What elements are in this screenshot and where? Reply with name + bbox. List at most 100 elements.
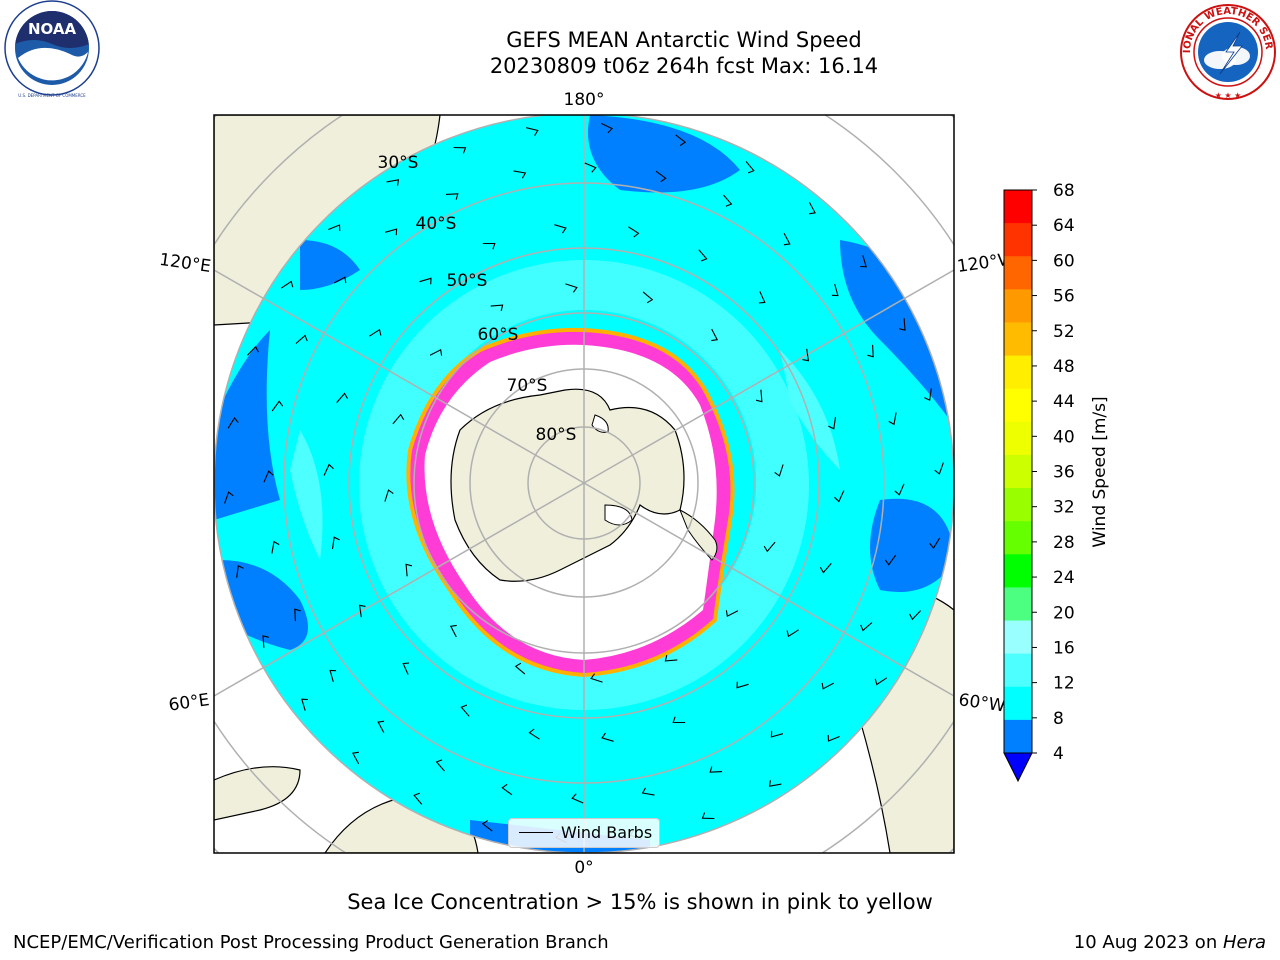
colorbar-tick-label: 12 <box>1053 674 1075 694</box>
colorbar-segment <box>1004 488 1032 522</box>
wind-barb <box>641 787 655 796</box>
colorbar-label: Wind Speed [m/s] <box>1090 396 1110 547</box>
wind-barb <box>384 228 398 236</box>
wind-barb <box>774 464 784 477</box>
wind-barb <box>672 716 686 724</box>
wind-barb <box>481 820 493 832</box>
svg-text:★ ★ ★: ★ ★ ★ <box>1215 91 1242 100</box>
colorbar-tick-label: 40 <box>1053 427 1075 447</box>
land-antarctica <box>450 388 685 582</box>
wind-region-low <box>214 330 280 520</box>
wind-barb <box>860 255 867 268</box>
footer-date: 10 Aug 2023 on Hera <box>1074 932 1266 953</box>
wind-barb <box>934 462 944 475</box>
wind-barb <box>834 490 845 503</box>
wind-barb <box>736 681 749 689</box>
lat-label-50s: 50°S <box>447 271 488 291</box>
wind-barb <box>445 193 459 200</box>
wind-barb <box>323 463 334 476</box>
wind-barb <box>514 662 526 675</box>
caption: Sea Ice Concentration > 15% is shown in … <box>347 890 933 914</box>
wind-barb <box>867 344 874 358</box>
colorbar-tick-label: 4 <box>1053 744 1064 764</box>
colorbar-tick-label: 56 <box>1053 287 1075 307</box>
wind-barb <box>584 162 597 173</box>
colorbar-segment <box>1004 454 1032 489</box>
wind-barb <box>384 489 394 502</box>
svg-text:U.S. DEPARTMENT OF COMMERCE: U.S. DEPARTMENT OF COMMERCE <box>18 93 86 98</box>
colorbar-segment <box>1004 289 1032 323</box>
wind-barb <box>554 224 567 234</box>
wind-barb <box>402 662 410 675</box>
wind-barb <box>664 654 678 662</box>
wind-barb <box>827 734 840 742</box>
wind-barb <box>246 345 259 356</box>
colorbar-segment <box>1004 322 1032 357</box>
wind-barb <box>874 677 888 686</box>
footer-credit: NCEP/EMC/Verification Post Processing Pr… <box>13 932 609 953</box>
land-africa <box>214 766 301 821</box>
colorbar-tick-label: 8 <box>1053 709 1064 729</box>
noaa-logo-text: NOAA <box>28 20 77 38</box>
graticule <box>214 115 954 853</box>
map-subtitle: 20230809 t06z 264h fcst Max: 16.14 <box>489 54 879 78</box>
wind-barb <box>768 780 782 787</box>
colorbar-under-arrow <box>1003 752 1033 783</box>
colorbar-segment <box>1004 587 1032 622</box>
colorbar: 68 64 60 56 52 48 44 40 36 32 28 24 20 16 12 8 4 <box>1003 181 1075 783</box>
colorbar-segment <box>1004 421 1032 456</box>
lon-label-120e: 120°E <box>158 250 212 277</box>
map-legend: Wind Barbs <box>508 818 660 848</box>
wind-barb <box>513 170 527 179</box>
colorbar-tick-label: 36 <box>1053 463 1075 483</box>
wind-barb <box>899 318 906 331</box>
colorbar-segment <box>1004 620 1032 655</box>
wind-barb <box>723 194 733 207</box>
wind-barb <box>435 759 445 772</box>
wind-barb <box>334 276 347 284</box>
wind-barb <box>294 608 301 622</box>
wind-barb <box>369 328 382 337</box>
colorbar-segment <box>1004 686 1032 721</box>
wind-barbs <box>224 122 944 844</box>
wind-barb <box>358 604 366 618</box>
wind-barb <box>924 388 932 402</box>
wind-barb <box>601 732 614 742</box>
wind-barb <box>377 720 385 733</box>
wind-barb <box>698 249 708 262</box>
colorbar-tick-label: 32 <box>1053 498 1075 518</box>
wind-barb <box>884 554 897 566</box>
wind-barb <box>642 291 654 304</box>
wind-barb <box>490 304 504 312</box>
map-title: GEFS MEAN Antarctic Wind Speed <box>506 28 862 52</box>
wind-barb <box>783 233 791 246</box>
wind-barb <box>331 536 340 550</box>
wind-barb <box>821 682 834 690</box>
wind-barb <box>655 170 667 183</box>
wind-barb <box>224 491 234 504</box>
wind-barb <box>819 563 832 574</box>
wind-barb <box>295 334 308 344</box>
wind-barb <box>565 283 578 293</box>
lat-label-80s: 80°S <box>536 425 577 445</box>
wind-barb <box>328 224 341 232</box>
colorbar-tick-label: 24 <box>1053 568 1075 588</box>
colorbar-segment <box>1004 223 1032 257</box>
wind-barb <box>419 277 432 285</box>
wind-barb <box>808 202 816 215</box>
wind-barb <box>802 348 810 362</box>
wind-barb <box>227 417 239 429</box>
wind-barb <box>601 122 614 134</box>
wind-barb <box>828 416 837 430</box>
wind-barb <box>460 704 470 717</box>
colorbar-segment <box>1004 554 1032 588</box>
lat-label-30s: 30°S <box>378 153 419 173</box>
colorbar-segment <box>1004 653 1032 688</box>
wind-barb <box>336 392 349 403</box>
wind-barb <box>860 622 873 632</box>
wind-barb <box>709 766 723 773</box>
legend-line-icon <box>519 832 553 833</box>
colorbar-segment <box>1004 521 1032 555</box>
footer-host: Hera <box>1222 932 1266 953</box>
wind-barb <box>763 541 776 553</box>
